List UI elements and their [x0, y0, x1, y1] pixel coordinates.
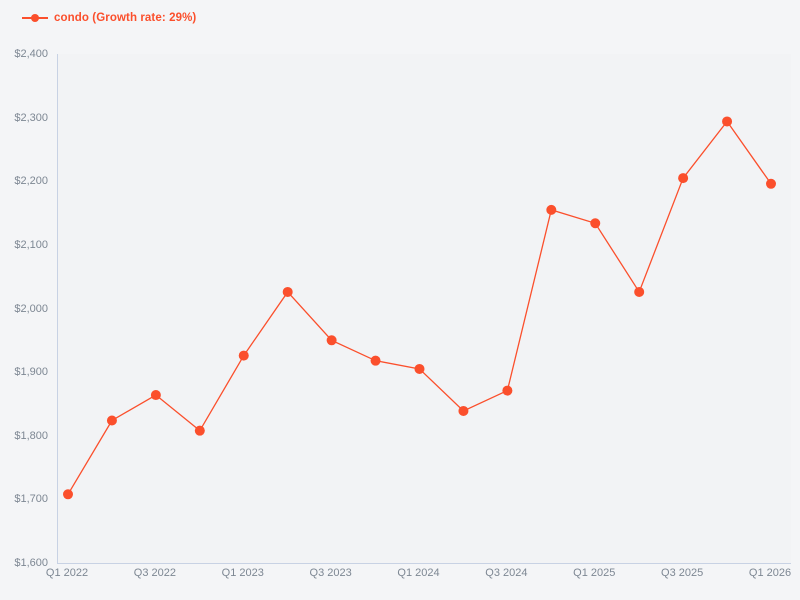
plot-area — [57, 54, 791, 564]
data-point-marker[interactable] — [458, 405, 469, 416]
data-point-marker[interactable] — [634, 286, 645, 297]
y-tick-label: $2,000 — [14, 302, 48, 315]
y-tick-label: $1,700 — [14, 493, 48, 506]
data-point-marker[interactable] — [63, 489, 73, 500]
data-point-marker[interactable] — [194, 425, 205, 436]
y-tick-label: $2,300 — [14, 111, 48, 124]
data-point-marker[interactable] — [106, 415, 117, 426]
x-tick-label: Q1 2022 — [45, 567, 89, 579]
data-point-marker[interactable] — [722, 116, 733, 127]
y-tick-label: $1,600 — [14, 557, 48, 569]
x-tick-label: Q3 2025 — [661, 567, 704, 579]
data-point-marker[interactable] — [414, 363, 425, 374]
data-point-marker[interactable] — [370, 355, 381, 366]
data-point-marker[interactable] — [766, 178, 776, 189]
data-point-marker[interactable] — [282, 286, 293, 297]
series-line-condo — [63, 116, 776, 500]
data-point-marker[interactable] — [150, 390, 161, 401]
y-tick-label: $2,200 — [14, 175, 48, 188]
data-point-marker[interactable] — [678, 173, 689, 184]
series-path — [67, 120, 772, 495]
x-tick-label: Q1 2024 — [397, 567, 440, 579]
x-tick-label: Q1 2023 — [221, 567, 264, 579]
x-tick-label: Q3 2024 — [485, 567, 528, 579]
data-point-marker[interactable] — [238, 350, 249, 361]
x-tick-label: Q1 2025 — [573, 567, 616, 579]
y-tick-label: $2,400 — [14, 48, 48, 60]
data-point-marker[interactable] — [502, 385, 513, 396]
data-point-marker[interactable] — [546, 204, 557, 215]
y-tick-label: $1,800 — [14, 429, 48, 442]
x-tick-label: Q3 2023 — [309, 567, 352, 579]
x-tick-label: Q1 2026 — [748, 567, 792, 579]
line-dot-marker-icon — [22, 12, 48, 24]
y-tick-label: $2,100 — [14, 238, 48, 251]
data-point-marker[interactable] — [326, 335, 337, 346]
legend-series-label: condo (Growth rate: 29%) — [54, 12, 197, 24]
data-point-marker[interactable] — [590, 218, 601, 229]
y-tick-label: $1,900 — [14, 366, 48, 379]
x-tick-label: Q3 2022 — [133, 567, 176, 579]
chart-legend: condo (Growth rate: 29%) — [22, 8, 196, 28]
